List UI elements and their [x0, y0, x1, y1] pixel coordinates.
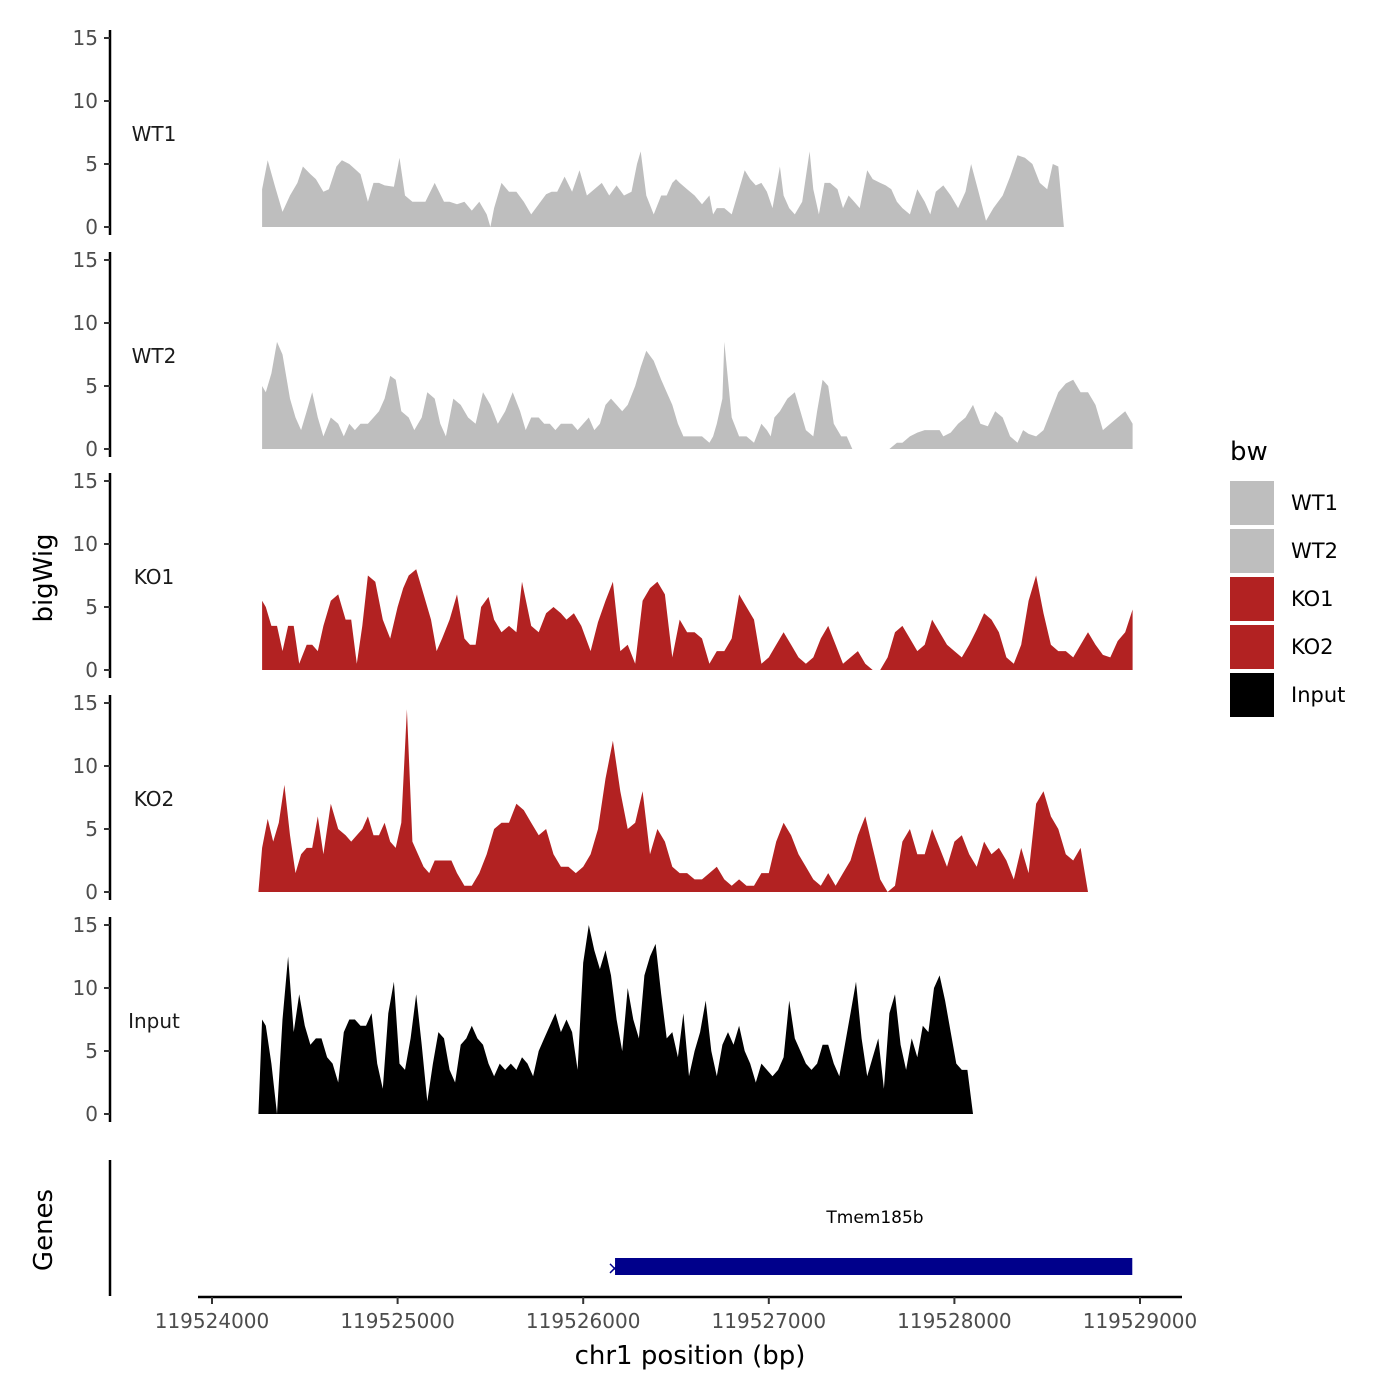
y-tick-label: 5 [85, 595, 98, 619]
strand-marker-icon: × [607, 1258, 622, 1279]
track-label-ko1: KO1 [134, 565, 175, 589]
x-axis-title: chr1 position (bp) [575, 1341, 806, 1371]
track-label-wt2: WT2 [132, 344, 177, 368]
y-tick-label: 5 [85, 1039, 98, 1063]
genes-axis-title: Genes [29, 1189, 59, 1271]
y-tick-label: 0 [85, 880, 98, 904]
y-tick-label: 0 [85, 215, 98, 239]
x-tick-label: 119526000 [526, 1309, 641, 1333]
y-tick-label: 5 [85, 374, 98, 398]
legend-swatch-wt1 [1230, 481, 1274, 525]
y-tick-label: 5 [85, 152, 98, 176]
track-label-wt1: WT1 [132, 122, 177, 146]
y-tick-label: 15 [73, 913, 98, 937]
track-wt1: 0 5 10 15 WT1 [73, 26, 1133, 239]
legend-swatch-input [1230, 673, 1274, 717]
legend-label-ko2: KO2 [1291, 635, 1334, 659]
legend-swatch-ko1 [1230, 577, 1274, 621]
y-tick-label: 15 [73, 469, 98, 493]
y-tick-label: 10 [73, 976, 98, 1000]
y-tick-label: 15 [73, 26, 98, 50]
x-tick-label: 119528000 [897, 1309, 1012, 1333]
track-label-input: Input [128, 1009, 180, 1033]
y-tick-label: 15 [73, 691, 98, 715]
y-tick-label: 0 [85, 658, 98, 682]
signal-area-ko2 [258, 709, 1133, 892]
x-tick-label: 119529000 [1083, 1309, 1198, 1333]
x-tick-label: 119527000 [712, 1309, 827, 1333]
x-axis: 119524000 119525000 119526000 119527000 1195… [155, 1295, 1198, 1333]
y-tick-label: 5 [85, 817, 98, 841]
gene-body [615, 1258, 1133, 1275]
legend-title: bw [1230, 437, 1268, 467]
track-panels: 0 5 10 15 WT1 0 5 10 15 WT2 0 5 10 15 KO1 0 5 10 15 KO2 0 5 10… [73, 26, 1133, 1126]
legend-label-wt2: WT2 [1291, 539, 1338, 563]
legend-label-input: Input [1291, 683, 1345, 707]
y-tick-label: 10 [73, 89, 98, 113]
signal-area-ko1 [262, 569, 1133, 670]
legend-swatch-ko2 [1230, 625, 1274, 669]
y-tick-label: 15 [73, 248, 98, 272]
y-tick-label: 10 [73, 311, 98, 335]
track-ko2: 0 5 10 15 KO2 [73, 691, 1133, 904]
track-wt2: 0 5 10 15 WT2 [73, 248, 1133, 461]
genes-panel: × Tmem185b [108, 1160, 1133, 1296]
x-tick-label: 119525000 [340, 1309, 455, 1333]
track-input: 0 5 10 15 Input [73, 913, 1133, 1126]
legend-label-wt1: WT1 [1291, 491, 1338, 515]
y-tick-label: 10 [73, 754, 98, 778]
signal-area-wt1 [262, 151, 1133, 227]
signal-area-wt2 [262, 341, 1133, 449]
legend-label-ko1: KO1 [1291, 587, 1334, 611]
y-axis-title: bigWig [29, 533, 59, 622]
gene-tmem185b: × Tmem185b [607, 1208, 1133, 1279]
legend-swatch-wt2 [1230, 529, 1274, 573]
track-label-ko2: KO2 [134, 787, 175, 811]
signal-area-input [258, 925, 1133, 1114]
y-tick-label: 0 [85, 437, 98, 461]
legend: bw WT1 WT2 KO1 KO2 Input [1230, 437, 1345, 717]
track-ko1: 0 5 10 15 KO1 [73, 469, 1133, 682]
x-tick-label: 119524000 [155, 1309, 270, 1333]
y-tick-label: 0 [85, 1102, 98, 1126]
gene-label: Tmem185b [825, 1208, 923, 1228]
y-tick-label: 10 [73, 532, 98, 556]
